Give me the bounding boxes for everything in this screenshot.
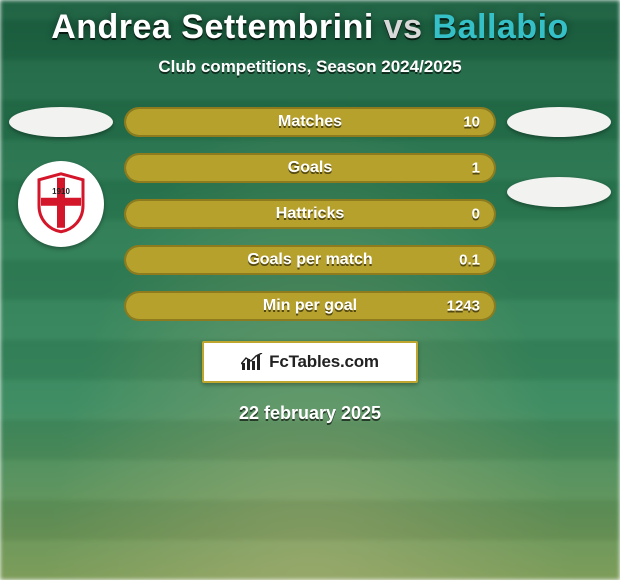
stats-column: Matches 10 Goals 1 Hattricks 0 Goals per match… <box>124 107 496 321</box>
stat-label: Min per goal <box>263 297 357 315</box>
player1-club-badge: 1910 <box>18 161 104 247</box>
stat-label: Matches <box>278 113 342 131</box>
left-side: 1910 <box>6 107 116 321</box>
brand-box[interactable]: FcTables.com <box>202 341 418 383</box>
stat-value-right: 0 <box>472 206 480 223</box>
svg-text:1910: 1910 <box>52 187 70 196</box>
vs-label: vs <box>384 8 423 46</box>
stat-label: Goals per match <box>247 251 372 269</box>
brand-text: FcTables.com <box>269 352 379 372</box>
player2-name: Ballabio <box>433 8 569 46</box>
stat-value-right: 1 <box>472 160 480 177</box>
player2-avatar-placeholder <box>507 107 611 137</box>
player2-club-placeholder <box>507 177 611 207</box>
stat-bar: Matches 10 <box>124 107 496 137</box>
stat-bar: Goals 1 <box>124 153 496 183</box>
stat-label: Hattricks <box>276 205 344 223</box>
stat-value-right: 0.1 <box>459 252 480 269</box>
player1-name: Andrea Settembrini <box>51 8 374 46</box>
content-wrapper: Andrea Settembrini vs Ballabio Club comp… <box>0 0 620 580</box>
stat-bar: Min per goal 1243 <box>124 291 496 321</box>
right-side <box>504 107 614 321</box>
player1-avatar-placeholder <box>9 107 113 137</box>
stat-value-right: 1243 <box>447 298 480 315</box>
bar-chart-icon <box>241 353 263 371</box>
stat-bar: Goals per match 0.1 <box>124 245 496 275</box>
page-title: Andrea Settembrini vs Ballabio <box>0 8 620 47</box>
footer-date: 22 february 2025 <box>0 403 620 424</box>
stat-value-right: 10 <box>463 114 480 131</box>
subtitle: Club competitions, Season 2024/2025 <box>0 57 620 77</box>
stat-label: Goals <box>288 159 332 177</box>
shield-icon: 1910 <box>35 172 87 234</box>
stat-bar: Hattricks 0 <box>124 199 496 229</box>
main-row: 1910 Matches 10 Goals 1 Hattricks 0 Goals per … <box>0 107 620 321</box>
